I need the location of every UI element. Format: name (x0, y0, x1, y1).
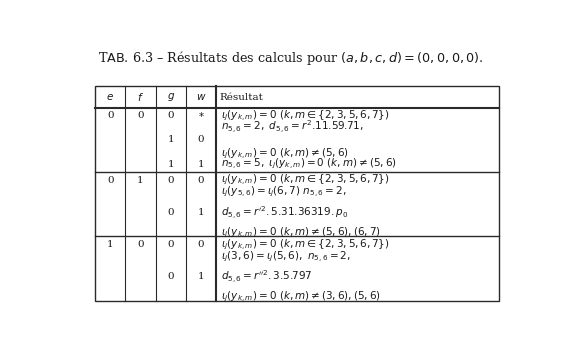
Text: 0: 0 (107, 176, 113, 185)
Text: $\iota_j(y_{k,m}) = 0\ (k,m) \neq (5,6),(6,7)$: $\iota_j(y_{k,m}) = 0\ (k,m) \neq (5,6),… (221, 225, 381, 240)
Text: $\iota_j(y_{k,m}) = 0\ (k,m) \neq (5,6)$: $\iota_j(y_{k,m}) = 0\ (k,m) \neq (5,6)$ (221, 146, 349, 161)
Text: $d_{5,6} = r^{\prime 2}.5.31.36319.p_0$: $d_{5,6} = r^{\prime 2}.5.31.36319.p_0$ (221, 204, 348, 221)
Text: 0: 0 (198, 176, 205, 185)
Text: $\iota_j(y_{5,6}) = \iota_j(6,7)\ n_{5,6} = 2,$: $\iota_j(y_{5,6}) = \iota_j(6,7)\ n_{5,6… (221, 185, 346, 199)
Text: $\iota_j(y_{k,m}) = 0\ (k, m \in \{2,3,5,6,7\})$: $\iota_j(y_{k,m}) = 0\ (k, m \in \{2,3,5… (221, 173, 390, 187)
Text: 0: 0 (167, 176, 174, 185)
Text: 1: 1 (137, 176, 144, 185)
Text: 0: 0 (198, 136, 205, 144)
Text: 0: 0 (137, 111, 144, 120)
Text: 0: 0 (198, 240, 205, 249)
Text: $\iota_j(y_{k,m}) = 0\ (k, m \in \{2,3,5,6,7\})$: $\iota_j(y_{k,m}) = 0\ (k, m \in \{2,3,5… (221, 237, 390, 252)
Text: Résultat: Résultat (219, 93, 264, 101)
Text: $f$: $f$ (137, 91, 144, 103)
Text: $g$: $g$ (167, 91, 175, 103)
Text: $w$: $w$ (196, 92, 206, 102)
Text: T$\mathrm{AB}$. 6.3 – Résultats des calculs pour $(a,b,c,d) = (0,0,0,0)$.: T$\mathrm{AB}$. 6.3 – Résultats des calc… (98, 49, 484, 67)
Text: $*$: $*$ (198, 111, 205, 120)
Text: 0: 0 (137, 240, 144, 249)
Text: $n_{5,6} = 2,\ d_{5,6} = r^2.11.59.71,$: $n_{5,6} = 2,\ d_{5,6} = r^2.11.59.71,$ (221, 118, 364, 135)
Text: 1: 1 (167, 136, 174, 144)
Text: $\iota_j(3,6) = \iota_j(5,6),\ n_{5,6} = 2,$: $\iota_j(3,6) = \iota_j(5,6),\ n_{5,6} =… (221, 249, 351, 264)
Text: 0: 0 (167, 111, 174, 120)
Text: 1: 1 (198, 272, 205, 281)
Text: 0: 0 (167, 208, 174, 217)
Text: 0: 0 (167, 240, 174, 249)
Text: 0: 0 (167, 272, 174, 281)
Text: 1: 1 (198, 208, 205, 217)
Text: $e$: $e$ (106, 92, 114, 102)
Text: 1: 1 (167, 160, 174, 169)
Text: $n_{5,6} = 5,\ \iota_j(y_{k,m}) = 0\ (k,m) \neq (5,6)$: $n_{5,6} = 5,\ \iota_j(y_{k,m}) = 0\ (k,… (221, 157, 397, 171)
Text: $\iota_j(y_{k,m}) = 0\ (k, m \in \{2,3,5,6,7\})$: $\iota_j(y_{k,m}) = 0\ (k, m \in \{2,3,5… (221, 109, 390, 123)
Text: $\iota_j(y_{k,m}) = 0\ (k,m) \neq (3,6),(5,6)$: $\iota_j(y_{k,m}) = 0\ (k,m) \neq (3,6),… (221, 290, 381, 304)
Text: $d_{5,6} = r^{\prime\prime 2}.3.5.797$: $d_{5,6} = r^{\prime\prime 2}.3.5.797$ (221, 268, 313, 285)
Text: 0: 0 (107, 111, 113, 120)
Text: 1: 1 (107, 240, 113, 249)
Text: 1: 1 (198, 160, 205, 169)
